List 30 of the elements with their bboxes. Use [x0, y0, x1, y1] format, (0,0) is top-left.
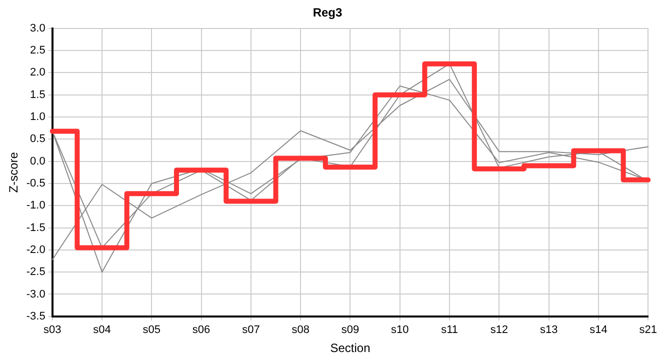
chart-title: Reg3 — [312, 6, 342, 20]
y-tick-label: -2.5 — [26, 266, 46, 278]
x-tick-label: s21 — [639, 324, 658, 336]
y-tick-label: 2.5 — [30, 44, 46, 57]
x-tick-label: s08 — [292, 324, 310, 336]
y-tick-label: -1.5 — [26, 222, 46, 234]
y-axis-title: Z-score — [6, 152, 21, 193]
x-tick-label: s04 — [93, 324, 111, 336]
x-tick-label: s10 — [391, 324, 409, 336]
x-tick-label: s06 — [192, 324, 210, 336]
y-tick-label: -1.0 — [26, 200, 46, 212]
y-tick-label: -3.0 — [26, 288, 46, 300]
x-tick-label: s13 — [540, 324, 558, 336]
y-tick-label: 0.0 — [30, 155, 46, 168]
y-tick-label: 1.5 — [30, 88, 46, 101]
y-tick-label: 0.5 — [30, 133, 46, 146]
x-tick-label: s09 — [341, 324, 360, 336]
x-tick-label: s12 — [490, 324, 508, 336]
x-tick-label: s03 — [43, 324, 62, 336]
x-tick-label: s05 — [142, 324, 161, 336]
x-axis-title: Section — [330, 341, 370, 356]
y-tick-label: 2.0 — [30, 66, 46, 79]
y-tick-label: -0.5 — [26, 178, 46, 190]
y-tick-label: 3.0 — [30, 22, 46, 34]
y-tick-label: -2.0 — [26, 244, 46, 256]
y-tick-label: 1.0 — [30, 111, 46, 124]
y-tick-label: -3.5 — [26, 310, 46, 322]
x-tick-label: s11 — [441, 324, 458, 336]
x-tick-label: s07 — [242, 324, 260, 336]
x-tick-label: s14 — [590, 324, 608, 336]
